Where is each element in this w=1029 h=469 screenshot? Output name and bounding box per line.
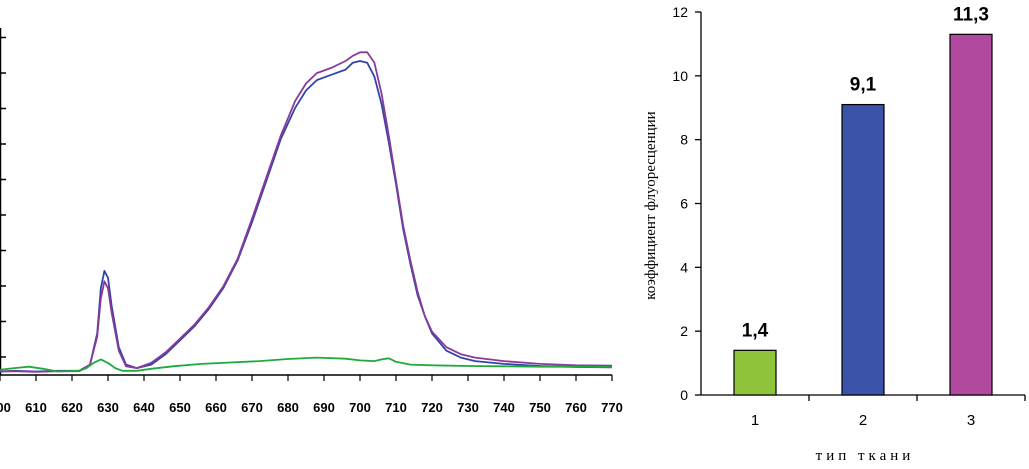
x-tick-label: 610 [25,400,47,415]
bar-category-1 [733,349,777,396]
x-tick-label: 620 [61,400,83,415]
x-tick-label: 740 [493,400,515,415]
bar-y-axis-title: коэффициент флуоресценции [643,111,659,299]
x-tick-label: 760 [565,400,587,415]
x-tick-label: 680 [277,400,299,415]
x-tick-label: 700 [349,400,371,415]
bar-x-axis-title: тип ткани [816,448,915,464]
bar-y-tick-label: 12 [672,4,688,20]
bar-category-2 [841,103,885,396]
x-tick-label: 650 [169,400,191,415]
x-tick-label: 750 [529,400,551,415]
x-tick-label: 630 [97,400,119,415]
bar-value-label: 9,1 [850,75,877,96]
bar-y-tick-label: 10 [672,68,688,84]
bar-value-label: 1,4 [742,320,769,341]
x-tick-label: 660 [205,400,227,415]
bar-y-tick-label: 4 [680,259,688,275]
bar-value-label: 11,3 [953,4,989,25]
spectrum-line-series-blue [0,60,613,373]
x-tick-label: 770 [601,400,623,415]
x-tick-label: 640 [133,400,155,415]
x-tick-label: 730 [457,400,479,415]
bar-category-3 [949,33,993,396]
spectrum-line-chart: 600 610 620 630 640 650 660 670 680 690 700 710 720 7… [0,28,623,415]
bar-y-tick-label: 6 [680,196,688,212]
bar-y-tick-label: 8 [680,132,688,148]
bar-x-tick-label: 1 [751,412,759,429]
spectrum-line-series-green [0,356,613,373]
bar-x-tick-label: 2 [859,412,867,429]
spectrum-line-series-magenta [0,51,613,373]
x-tick-label: 690 [313,400,335,415]
bar-x-tick-label: 3 [967,412,975,429]
bar-y-tick-label: 0 [680,387,688,403]
x-tick-label: 670 [241,400,263,415]
bar-y-tick-label: 2 [680,323,688,339]
x-tick-label: 600 [0,400,11,415]
x-tick-label: 710 [385,400,407,415]
fluorescence-bar-chart: 0 2 4 6 8 10 12 1,4 1 9,1 2 11,3 3 тип ткани коэффицие… [643,4,1026,464]
x-tick-label: 720 [421,400,443,415]
